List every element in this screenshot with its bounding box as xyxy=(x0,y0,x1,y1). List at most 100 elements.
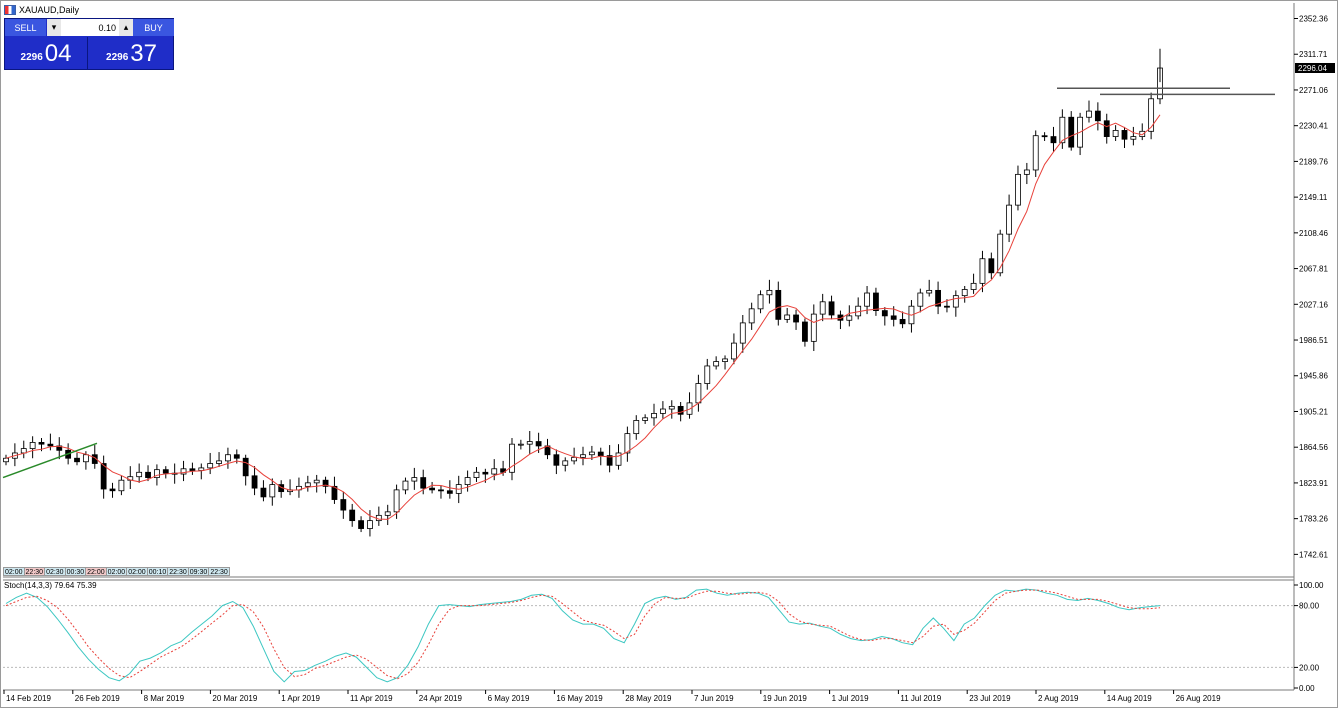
time-tick-label: 6 May 2019 xyxy=(488,694,530,703)
candle-body xyxy=(482,471,489,475)
candle-body xyxy=(38,442,45,445)
chart-title: XAUAUD,Daily xyxy=(19,5,80,15)
session-marker: 02:30 xyxy=(44,567,66,576)
candle-body xyxy=(766,289,773,296)
session-marker: 09:30 xyxy=(187,567,210,576)
candle-body xyxy=(207,463,214,469)
time-tick-label: 16 May 2019 xyxy=(556,694,603,703)
candle-body xyxy=(402,480,409,491)
price-tick-label: 1986.51 xyxy=(1299,336,1328,345)
candle-body xyxy=(997,233,1004,274)
candle-body xyxy=(225,454,231,462)
stochastic-indicator-label: Stoch(14,3,3) 79.64 75.39 xyxy=(4,581,97,590)
candle-body xyxy=(1086,110,1092,118)
candle-body xyxy=(873,292,879,311)
candle-body xyxy=(1130,136,1137,140)
candle-body xyxy=(180,468,187,475)
lot-decrease-button[interactable]: ▾ xyxy=(47,19,61,36)
candle-body xyxy=(251,475,258,489)
candle-body xyxy=(677,405,684,415)
time-tick-label: 23 Jul 2019 xyxy=(969,694,1011,703)
candle-body xyxy=(47,443,54,447)
price-tick-label: 1742.61 xyxy=(1299,550,1328,559)
candle-body xyxy=(189,468,196,471)
candle-body xyxy=(819,301,826,315)
candle-body xyxy=(704,365,711,384)
time-tick-label: 26 Feb 2019 xyxy=(75,694,120,703)
stochastic-tick-label: 80.00 xyxy=(1299,602,1320,611)
candle-body xyxy=(1015,173,1021,206)
candle-body xyxy=(411,477,418,482)
candle-body xyxy=(340,499,347,511)
candle-body xyxy=(136,471,143,478)
candle-body xyxy=(659,408,666,414)
candle-body xyxy=(118,479,125,492)
candle-body xyxy=(926,289,933,294)
candle-body xyxy=(473,471,480,478)
sell-price-button[interactable]: 2296 04 xyxy=(5,37,88,69)
candle-body xyxy=(304,482,311,487)
candle-body xyxy=(784,314,791,320)
candle-body xyxy=(29,442,36,449)
price-tick-label: 2352.36 xyxy=(1299,15,1328,24)
session-marker: 02:00 xyxy=(105,567,128,576)
trendline xyxy=(2,442,98,479)
stochastic-tick-label: 100.00 xyxy=(1299,581,1324,590)
buy-button[interactable]: BUY xyxy=(133,19,174,36)
candle-body xyxy=(988,258,995,274)
candle-body xyxy=(154,469,160,478)
session-marker: 22:30 xyxy=(23,567,46,576)
time-tick-label: 24 Apr 2019 xyxy=(419,694,463,703)
candle-body xyxy=(615,452,622,466)
current-price-marker xyxy=(1295,62,1335,73)
stochastic-tick-label: 0.00 xyxy=(1299,684,1315,693)
current-price-label: 2296.04 xyxy=(1298,64,1327,73)
time-tick-label: 19 Jun 2019 xyxy=(763,694,808,703)
candle-body xyxy=(802,321,808,342)
candle-body xyxy=(651,413,657,419)
price-tick-label: 2067.81 xyxy=(1299,265,1328,274)
price-tick-label: 1823.91 xyxy=(1299,479,1328,488)
one-click-trading-panel: SELL ▾ 0.10 ▴ BUY 2296 04 2296 37 xyxy=(4,18,174,70)
time-tick-label: 2 Aug 2019 xyxy=(1038,694,1079,703)
candle-body xyxy=(1059,116,1066,144)
buy-price-button[interactable]: 2296 37 xyxy=(90,37,173,69)
candle-body xyxy=(668,405,675,410)
time-tick-label: 11 Jul 2019 xyxy=(900,694,941,703)
candle-body xyxy=(828,301,835,316)
candle-body xyxy=(633,420,640,435)
candle-body xyxy=(1041,135,1048,138)
candle-body xyxy=(722,358,728,362)
candle-body xyxy=(438,489,444,492)
price-tick-label: 2311.71 xyxy=(1299,50,1328,59)
price-tick-label: 1945.86 xyxy=(1299,372,1328,381)
candle-body xyxy=(917,292,924,307)
candle-body xyxy=(810,313,817,342)
price-tick-label: 2027.16 xyxy=(1299,300,1328,309)
price-tick-label: 2271.06 xyxy=(1299,86,1328,95)
candle-body xyxy=(624,433,631,454)
stochastic-signal-line xyxy=(5,589,1161,680)
sell-button[interactable]: SELL xyxy=(5,19,46,36)
time-tick-label: 26 Aug 2019 xyxy=(1176,694,1221,703)
candle-body xyxy=(713,361,720,367)
lot-increase-button[interactable]: ▴ xyxy=(119,19,133,36)
session-marker: 22:00 xyxy=(85,567,107,576)
lot-size-input[interactable]: 0.10 xyxy=(61,19,119,36)
candle-body xyxy=(970,282,977,290)
candle-body xyxy=(367,520,373,529)
stochastic-main-line xyxy=(5,588,1161,683)
candle-body xyxy=(162,469,169,474)
candle-body xyxy=(961,289,968,297)
price-tick-label: 1783.26 xyxy=(1299,515,1328,524)
candle-body xyxy=(793,314,799,323)
candle-body xyxy=(757,294,764,310)
candle-body xyxy=(606,455,613,466)
candle-body xyxy=(588,451,595,456)
session-marker: 02:00 xyxy=(126,567,148,576)
candle-body xyxy=(1050,136,1057,144)
candle-body xyxy=(464,477,471,486)
buy-price-prefix: 2296 xyxy=(106,52,129,63)
candle-body xyxy=(331,485,338,500)
